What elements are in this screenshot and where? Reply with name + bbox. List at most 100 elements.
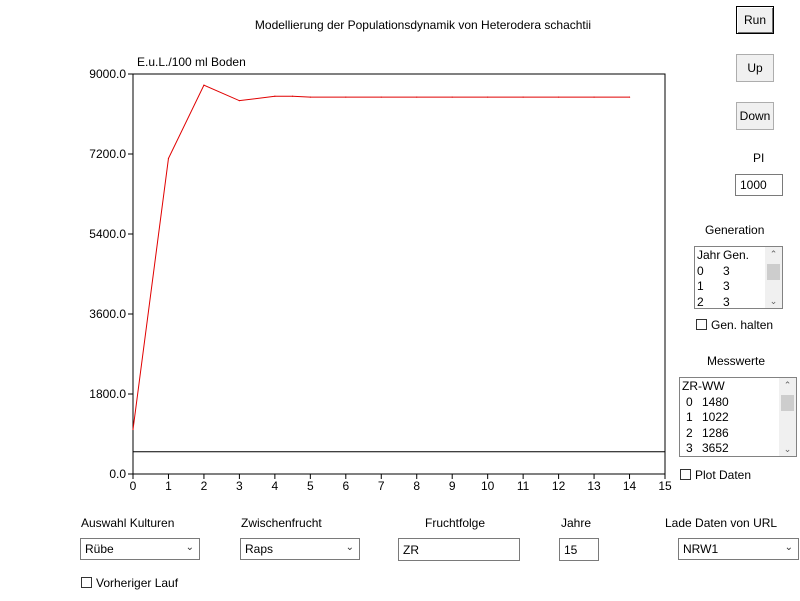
list-cell: 3 [686, 441, 693, 455]
list-cell: 3 [723, 279, 730, 293]
x-tick-label: 4 [272, 479, 279, 490]
fruchtfolge-label: Fruchtfolge [425, 516, 486, 530]
list-item[interactable]: Jahr Gen. [697, 248, 764, 264]
gen-halten-label: Gen. halten [711, 318, 774, 332]
list-cell: Gen. [723, 248, 750, 262]
kulturen-select[interactable]: Rübe ⌄ [80, 538, 200, 560]
x-tick-label: 9 [449, 479, 456, 490]
list-cell: 2 [697, 294, 704, 309]
zwischenfrucht-label: Zwischenfrucht [241, 516, 322, 530]
generation-label: Generation [705, 223, 765, 237]
data-point [558, 96, 560, 98]
url-select[interactable]: NRW1 ⌄ [678, 538, 799, 560]
fruchtfolge-input[interactable] [398, 538, 520, 561]
scroll-down-icon[interactable]: ⌄ [769, 296, 778, 306]
list-cell: 3 [723, 263, 730, 278]
scroll-down-icon[interactable]: ⌄ [783, 444, 792, 454]
jahre-input[interactable] [559, 538, 599, 561]
x-tick-label: 2 [201, 479, 208, 490]
page-title: Modellierung der Populationsdynamik von … [254, 18, 592, 32]
list-item[interactable]: 1 1022 [682, 410, 778, 426]
list-item[interactable]: 3 3652 [682, 441, 778, 456]
chevron-down-icon: ⌄ [345, 542, 354, 553]
vorheriger-lauf-checkbox[interactable] [81, 577, 92, 588]
data-point [167, 157, 170, 160]
y-tick-label: 1800.0 [89, 387, 126, 401]
chevron-down-icon: ⌄ [185, 542, 194, 553]
x-tick-label: 7 [378, 479, 385, 490]
data-point [132, 428, 134, 431]
data-point [593, 96, 595, 98]
messwerte-label: Messwerte [707, 354, 766, 368]
list-cell: 3 [723, 294, 730, 309]
list-cell: 1 [686, 410, 693, 424]
down-button[interactable]: Down [736, 102, 774, 130]
x-tick-label: 8 [413, 479, 420, 490]
list-cell: 1 [697, 279, 704, 293]
zwischenfrucht-select[interactable]: Raps ⌄ [240, 538, 360, 560]
url-label: Lade Daten von URL [665, 516, 778, 530]
plot-daten-label: Plot Daten [695, 468, 752, 482]
series-line [132, 84, 630, 430]
list-header[interactable]: ZR-WW [682, 379, 725, 393]
kulturen-label: Auswahl Kulturen [81, 516, 175, 530]
list-cell: 1480 [702, 394, 729, 409]
messwerte-scrollbar[interactable]: ⌃ ⌄ [779, 378, 796, 456]
messwerte-list[interactable]: ZR-WW 0 1480 1 1022 2 1286 3 3652 ⌃ ⌄ [679, 377, 797, 457]
data-point [416, 96, 418, 98]
x-tick-label: 1 [165, 479, 172, 490]
up-button-label: Up [747, 61, 763, 75]
list-item[interactable]: 0 1480 [682, 395, 778, 411]
x-tick-label: 5 [307, 479, 314, 490]
list-item[interactable]: 2 1286 [682, 426, 778, 442]
x-tick-label: 12 [552, 479, 566, 490]
chevron-down-icon: ⌄ [784, 542, 793, 553]
list-cell: 2 [686, 425, 693, 440]
x-tick-label: 15 [658, 479, 672, 490]
x-tick-label: 3 [236, 479, 243, 490]
y-tick-label: 9000.0 [89, 67, 126, 81]
list-cell: 3652 [702, 441, 729, 455]
data-point [487, 96, 489, 98]
data-point [451, 96, 453, 98]
y-tick-label: 3600.0 [89, 307, 126, 321]
x-tick-label: 10 [481, 479, 495, 490]
y-tick-label: 5400.0 [89, 227, 126, 241]
scroll-up-icon[interactable]: ⌃ [769, 249, 778, 259]
plot-frame [132, 73, 666, 475]
y-tick-label: 7200.0 [89, 147, 126, 161]
run-button[interactable]: Run [736, 6, 774, 34]
data-point [238, 100, 240, 102]
plot-daten-checkbox[interactable] [680, 469, 691, 480]
x-tick-label: 0 [130, 479, 137, 490]
scroll-up-icon[interactable]: ⌃ [783, 380, 792, 390]
scroll-thumb[interactable] [767, 264, 780, 280]
up-button[interactable]: Up [736, 54, 774, 82]
url-value: NRW1 [683, 542, 719, 556]
gen-halten-checkbox[interactable] [696, 319, 707, 330]
scroll-thumb[interactable] [781, 395, 794, 411]
down-button-label: Down [739, 109, 771, 123]
list-cell: 0 [697, 263, 704, 278]
y-tick-label: 0.0 [109, 467, 126, 481]
list-cell: 0 [686, 394, 693, 409]
data-point [628, 96, 631, 98]
data-point [345, 96, 347, 98]
list-cell: 1286 [702, 425, 729, 440]
list-cell: Jahr [697, 248, 721, 262]
x-tick-label: 11 [517, 479, 530, 490]
pi-input[interactable] [735, 174, 783, 196]
generation-scrollbar[interactable]: ⌃ ⌄ [765, 247, 782, 308]
run-button-label: Run [743, 13, 766, 27]
pi-label: PI [753, 151, 765, 165]
data-point [522, 96, 524, 98]
vorheriger-lauf-label: Vorheriger Lauf [96, 576, 179, 590]
generation-list[interactable]: Jahr Gen. 0 3 1 3 2 3 ⌃ ⌄ [694, 246, 783, 309]
data-point [309, 96, 311, 98]
data-point [380, 96, 382, 98]
data-point [274, 95, 276, 97]
zwischenfrucht-value: Raps [245, 542, 274, 556]
